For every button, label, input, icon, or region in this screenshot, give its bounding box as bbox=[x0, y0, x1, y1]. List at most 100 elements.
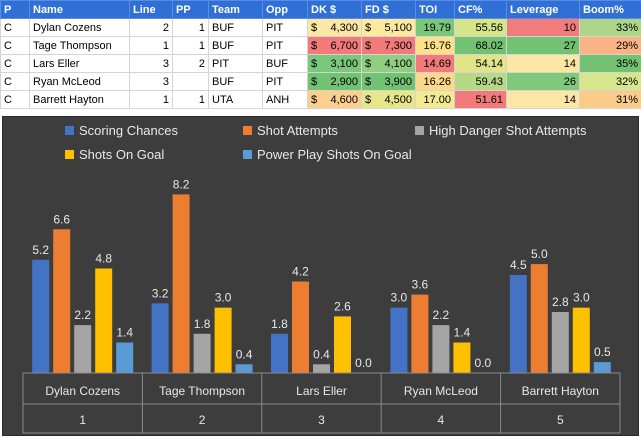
bar-value-label: 1.8 bbox=[194, 317, 211, 331]
cell-team[interactable]: BUF bbox=[208, 36, 263, 55]
cell-pp[interactable]: 2 bbox=[172, 54, 209, 73]
cell-opp[interactable]: PIT bbox=[262, 36, 308, 55]
cell-leverage[interactable]: 14 bbox=[506, 90, 580, 109]
cell-pp[interactable] bbox=[172, 72, 209, 91]
cell-line[interactable]: 1 bbox=[129, 90, 173, 109]
cell-cf-pct[interactable]: 59.43 bbox=[454, 72, 507, 91]
cell-dk-salary[interactable]: $4,600 bbox=[307, 90, 362, 109]
bar-value-label: 2.6 bbox=[334, 299, 351, 313]
cell-toi[interactable]: 14.69 bbox=[415, 54, 455, 73]
cell-line[interactable]: 2 bbox=[129, 18, 173, 37]
cell-toi[interactable]: 17.00 bbox=[415, 90, 455, 109]
cell-leverage[interactable]: 10 bbox=[506, 18, 580, 37]
cell-dk-salary[interactable]: $6,700 bbox=[307, 36, 362, 55]
cell-leverage[interactable]: 26 bbox=[506, 72, 580, 91]
cell-toi[interactable]: 16.76 bbox=[415, 36, 455, 55]
legend-label: Shot Attempts bbox=[257, 123, 338, 138]
bar bbox=[572, 307, 590, 373]
cell-position[interactable]: C bbox=[0, 54, 30, 73]
cell-position[interactable]: C bbox=[0, 36, 30, 55]
cell-name[interactable]: Ryan McLeod bbox=[29, 72, 130, 91]
column-header[interactable]: Opp bbox=[262, 0, 308, 19]
column-header[interactable]: CF% bbox=[454, 0, 507, 19]
table-row[interactable]: C Ryan McLeod 3 BUF PIT $2,900 $3,900 16.26 59.4… bbox=[0, 72, 641, 91]
cell-boom-pct[interactable]: 33% bbox=[579, 18, 641, 37]
column-header[interactable]: P bbox=[0, 0, 30, 19]
table-row[interactable]: C Barrett Hayton 1 1 UTA ANH $4,600 $4,500 17.00… bbox=[0, 90, 641, 109]
cell-toi[interactable]: 19.79 bbox=[415, 18, 455, 37]
legend-swatch bbox=[243, 150, 252, 159]
bar-value-label: 0.0 bbox=[475, 356, 492, 370]
bar-value-label: 2.2 bbox=[74, 308, 91, 322]
cell-team[interactable]: PIT bbox=[208, 54, 263, 73]
cell-pp[interactable]: 1 bbox=[172, 18, 209, 37]
bar-value-label: 3.0 bbox=[215, 291, 232, 305]
cell-name[interactable]: Tage Thompson bbox=[29, 36, 130, 55]
table-row[interactable]: C Dylan Cozens 2 1 BUF PIT $4,300 $5,100 19.79 55… bbox=[0, 18, 641, 37]
category-sublabel: 3 bbox=[318, 413, 325, 427]
column-header[interactable]: FD $ bbox=[361, 0, 416, 19]
cell-leverage[interactable]: 14 bbox=[506, 54, 580, 73]
cell-opp[interactable]: PIT bbox=[262, 18, 308, 37]
cell-boom-pct[interactable]: 29% bbox=[579, 36, 641, 55]
bar bbox=[32, 259, 50, 373]
bar bbox=[432, 325, 450, 373]
chart-panel: Scoring Chances Shot Attempts High Danger … bbox=[2, 116, 639, 436]
cell-pp[interactable]: 1 bbox=[172, 90, 209, 109]
cell-fd-salary[interactable]: $7,300 bbox=[361, 36, 416, 55]
cell-fd-salary[interactable]: $4,500 bbox=[361, 90, 416, 109]
column-header[interactable]: Team bbox=[208, 0, 263, 19]
cell-leverage[interactable]: 27 bbox=[506, 36, 580, 55]
cell-fd-salary[interactable]: $5,100 bbox=[361, 18, 416, 37]
cell-team[interactable]: BUF bbox=[208, 18, 263, 37]
cell-dk-salary[interactable]: $4,300 bbox=[307, 18, 362, 37]
category-label: Barrett Hayton bbox=[522, 384, 599, 398]
cell-name[interactable]: Lars Eller bbox=[29, 54, 130, 73]
column-header[interactable]: Leverage bbox=[506, 0, 580, 19]
column-header[interactable]: Boom% bbox=[579, 0, 641, 19]
cell-name[interactable]: Dylan Cozens bbox=[29, 18, 130, 37]
bar-value-label: 4.2 bbox=[292, 265, 309, 279]
cell-position[interactable]: C bbox=[0, 90, 30, 109]
column-header[interactable]: DK $ bbox=[307, 0, 362, 19]
table-row[interactable]: C Tage Thompson 1 1 BUF PIT $6,700 $7,300 16.76 6… bbox=[0, 36, 641, 55]
bar bbox=[271, 333, 288, 373]
cell-toi[interactable]: 16.26 bbox=[415, 72, 455, 91]
cell-position[interactable]: C bbox=[0, 18, 30, 37]
cell-opp[interactable]: PIT bbox=[262, 72, 308, 91]
cell-line[interactable]: 3 bbox=[129, 72, 173, 91]
cell-cf-pct[interactable]: 55.56 bbox=[454, 18, 507, 37]
cell-opp[interactable]: BUF bbox=[262, 54, 308, 73]
cell-cf-pct[interactable]: 54.14 bbox=[454, 54, 507, 73]
column-header[interactable]: Line bbox=[129, 0, 173, 19]
category-sublabel: 2 bbox=[199, 413, 206, 427]
cell-boom-pct[interactable]: 31% bbox=[579, 90, 641, 109]
cell-line[interactable]: 1 bbox=[129, 36, 173, 55]
column-header[interactable]: PP bbox=[172, 0, 209, 19]
cell-fd-salary[interactable]: $4,100 bbox=[361, 54, 416, 73]
cell-name[interactable]: Barrett Hayton bbox=[29, 90, 130, 109]
column-header[interactable]: TOI bbox=[415, 0, 455, 19]
cell-fd-salary[interactable]: $3,900 bbox=[361, 72, 416, 91]
legend-swatch bbox=[65, 150, 74, 159]
cell-team[interactable]: UTA bbox=[208, 90, 263, 109]
bar bbox=[551, 312, 569, 373]
cell-dk-salary[interactable]: $2,900 bbox=[307, 72, 362, 91]
cell-cf-pct[interactable]: 51.61 bbox=[454, 90, 507, 109]
cell-boom-pct[interactable]: 35% bbox=[579, 54, 641, 73]
cell-opp[interactable]: ANH bbox=[262, 90, 308, 109]
table-row[interactable]: C Lars Eller 3 2 PIT BUF $3,100 $4,100 14.69 54.1… bbox=[0, 54, 641, 73]
bar bbox=[313, 364, 330, 373]
cell-line[interactable]: 3 bbox=[129, 54, 173, 73]
bar-chart: Scoring Chances Shot Attempts High Danger … bbox=[22, 123, 621, 434]
cell-position[interactable]: C bbox=[0, 72, 30, 91]
cell-pp[interactable]: 1 bbox=[172, 36, 209, 55]
cell-dk-salary[interactable]: $3,100 bbox=[307, 54, 362, 73]
bar bbox=[509, 275, 527, 373]
cell-team[interactable]: BUF bbox=[208, 72, 263, 91]
bar-value-label: 1.4 bbox=[454, 326, 471, 340]
cell-boom-pct[interactable]: 32% bbox=[579, 72, 641, 91]
column-header[interactable]: Name bbox=[29, 0, 130, 19]
legend-swatch bbox=[243, 126, 252, 135]
cell-cf-pct[interactable]: 68.02 bbox=[454, 36, 507, 55]
